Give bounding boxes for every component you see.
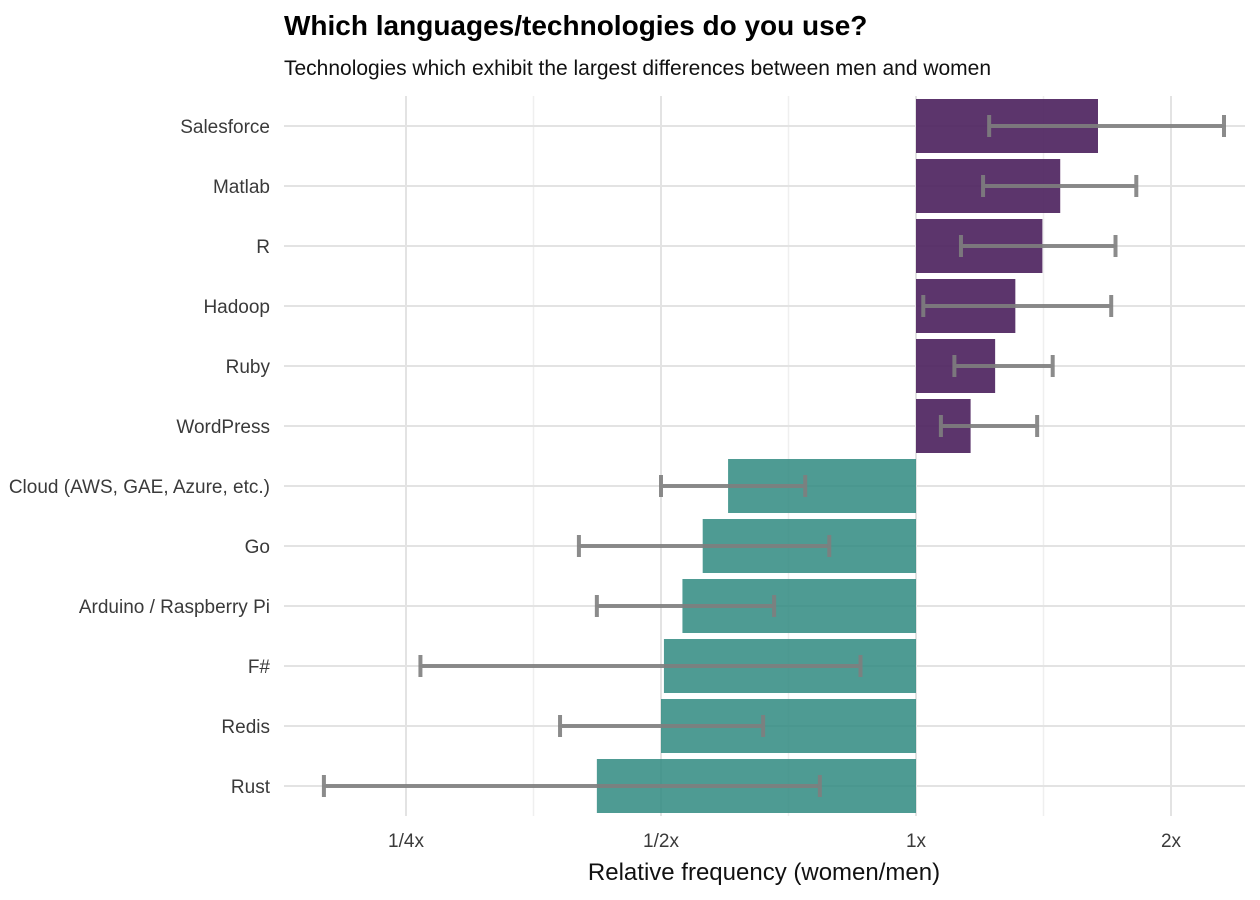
category-label: Redis: [221, 717, 270, 738]
error-bar: [952, 355, 1055, 377]
x-tick-labels: 1/4x 1/2x 1x 2x: [388, 831, 1181, 852]
category-labels: Salesforce Matlab R Hadoop Ruby WordPress Clou…: [9, 117, 271, 798]
category-label: R: [256, 237, 270, 258]
bars: [596, 99, 1098, 813]
error-bar: [981, 175, 1139, 197]
category-label: Go: [245, 537, 270, 558]
x-tick-label: 2x: [1161, 831, 1182, 852]
error-bar: [558, 715, 766, 737]
x-tick-label: 1/4x: [388, 831, 424, 852]
error-bar: [594, 595, 777, 617]
x-tick-label: 1x: [906, 831, 927, 852]
chart-subtitle: Technologies which exhibit the largest d…: [284, 57, 992, 80]
category-label: Rust: [231, 777, 271, 798]
x-tick-label: 1/2x: [643, 831, 679, 852]
x-axis-title: Relative frequency (women/men): [588, 859, 940, 886]
category-label: Matlab: [213, 177, 270, 198]
error-bars: [321, 115, 1227, 797]
category-label: Salesforce: [180, 117, 270, 138]
error-bar: [958, 235, 1118, 257]
error-bar: [987, 115, 1227, 137]
chart-title: Which languages/technologies do you use?: [284, 10, 868, 41]
error-bar: [418, 655, 863, 677]
category-label: Cloud (AWS, GAE, Azure, etc.): [9, 477, 270, 498]
category-label: Arduino / Raspberry Pi: [79, 597, 270, 618]
category-label: WordPress: [176, 417, 270, 438]
error-bar: [659, 475, 808, 497]
error-bar: [921, 295, 1114, 317]
minor-gridlines: [532, 96, 1045, 816]
error-bar: [576, 535, 832, 557]
category-label: Ruby: [226, 357, 271, 378]
category-label: Hadoop: [203, 297, 270, 318]
error-bar: [321, 775, 822, 797]
category-label: F#: [248, 657, 271, 678]
error-bar: [938, 415, 1040, 437]
